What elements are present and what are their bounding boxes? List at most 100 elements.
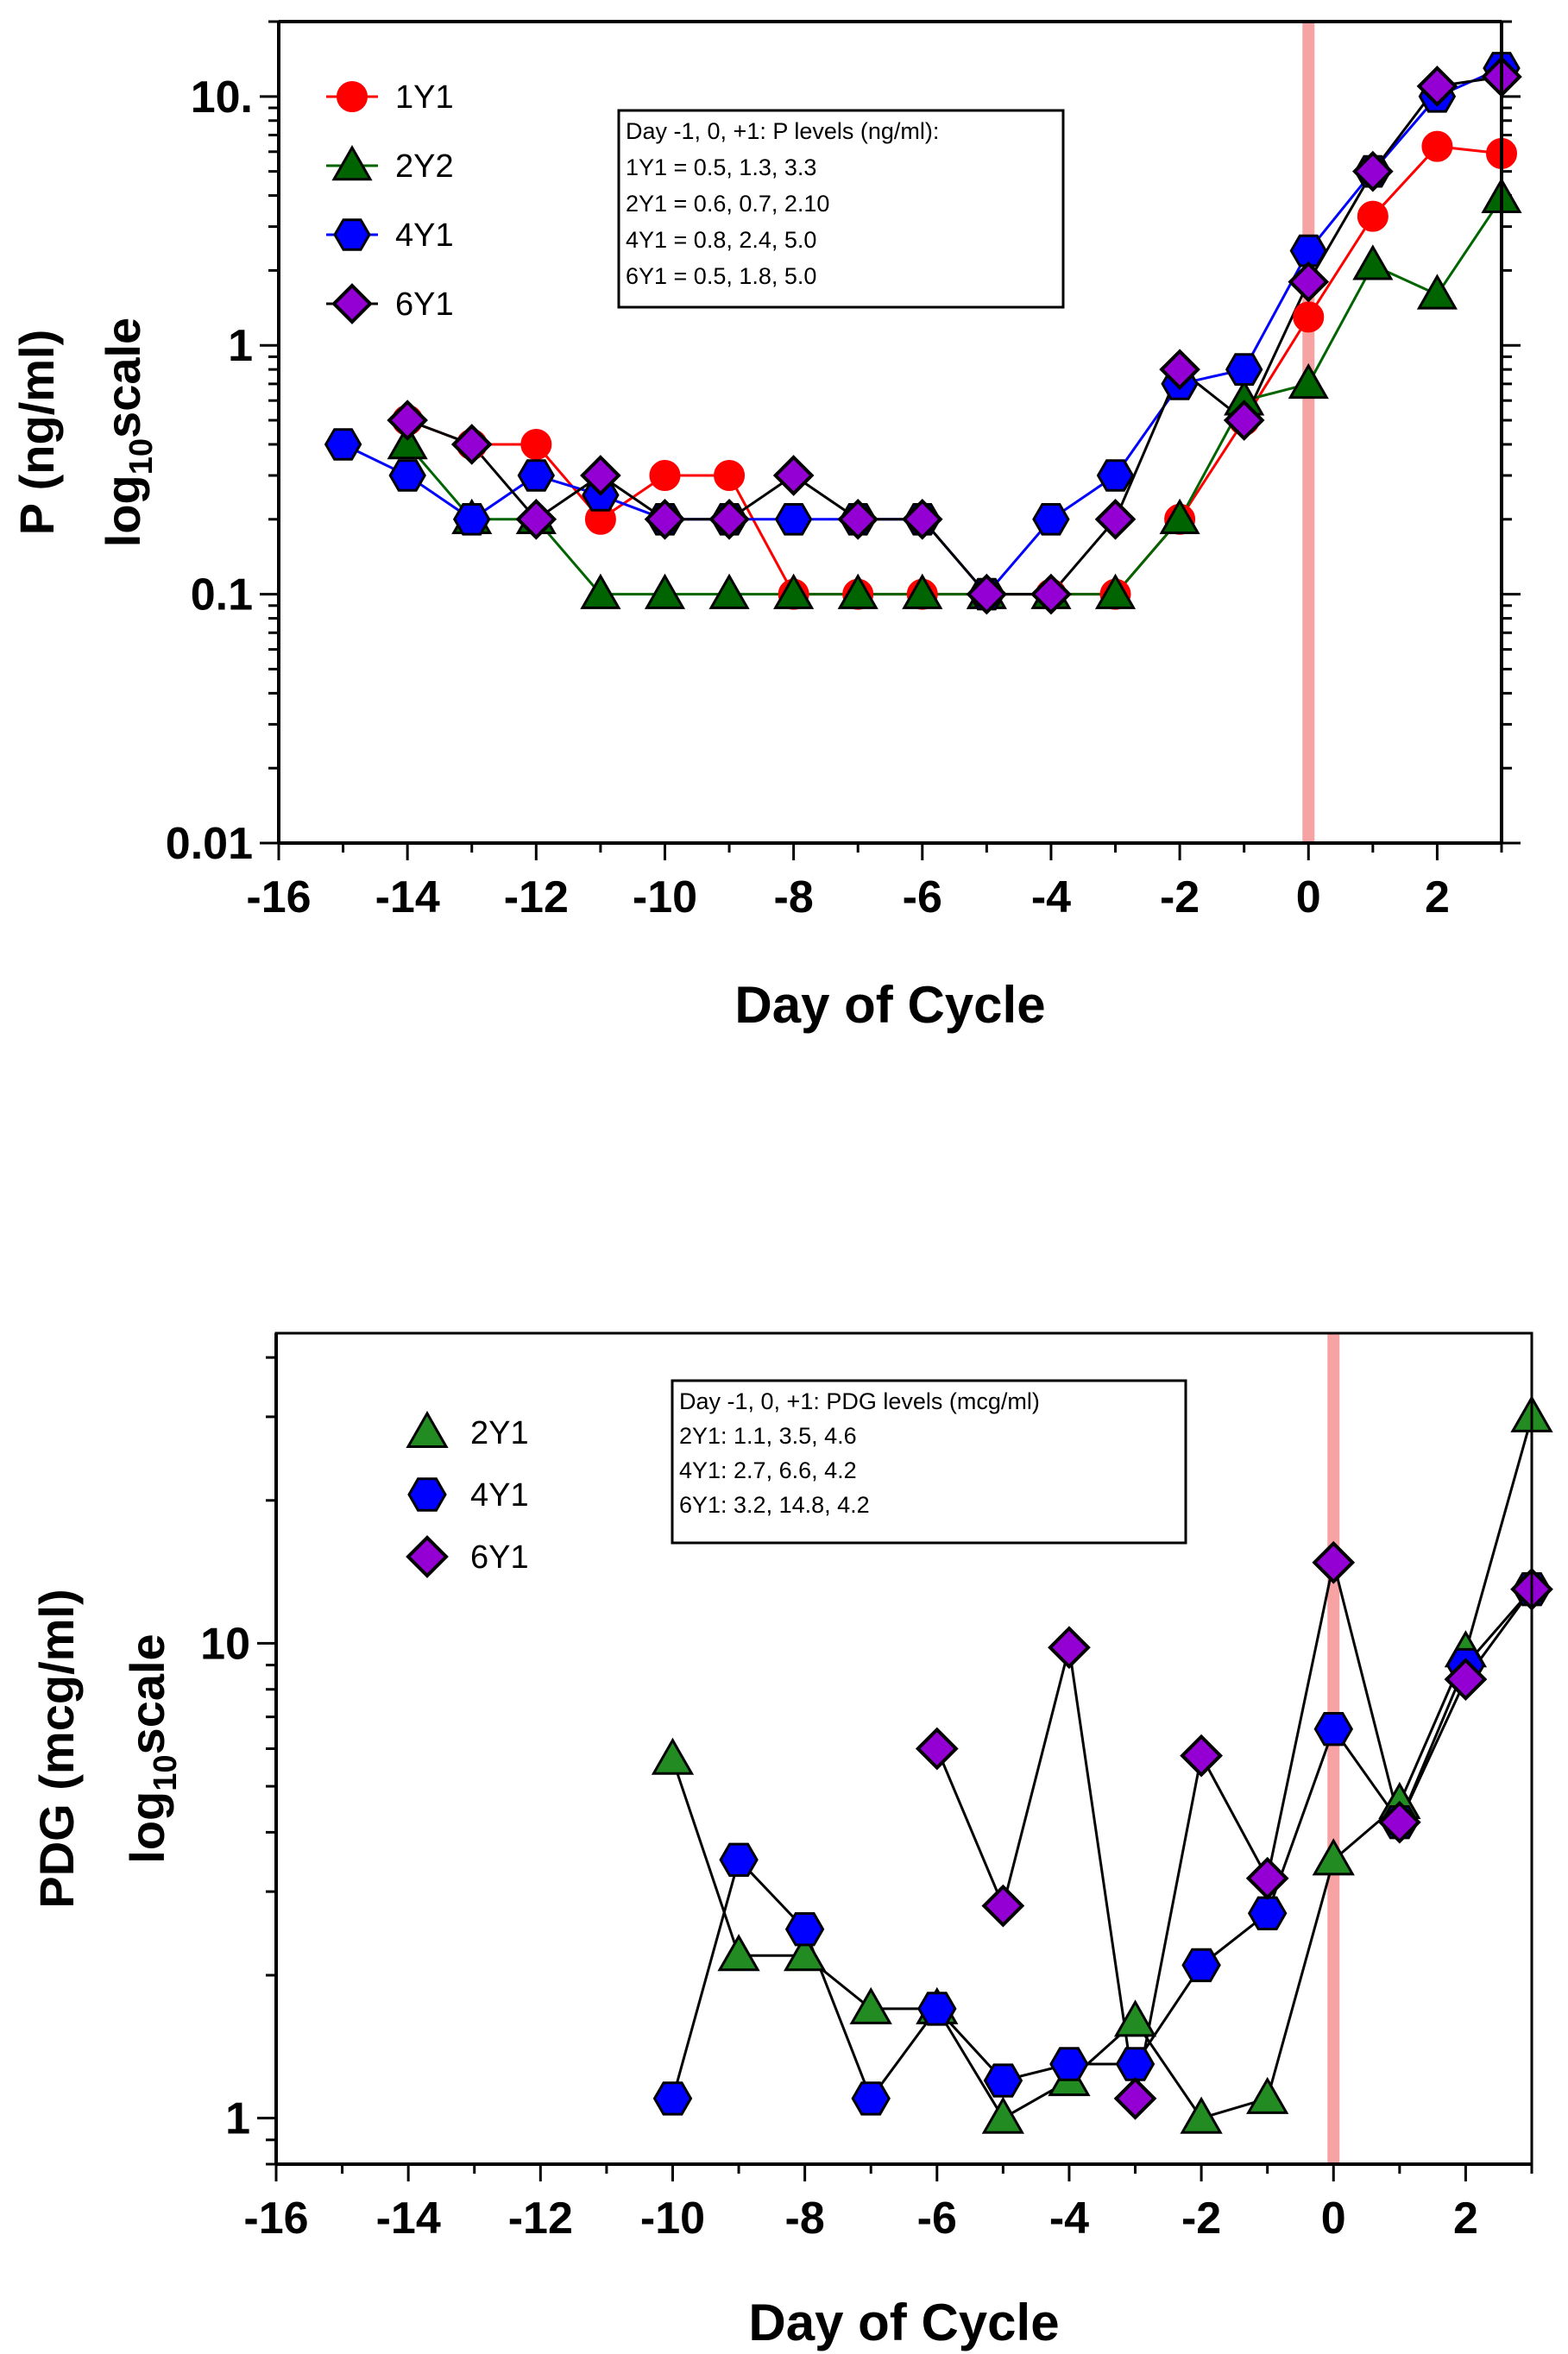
data-point <box>902 573 943 609</box>
data-point <box>1159 349 1200 390</box>
legend-label: 1Y1 <box>395 79 454 116</box>
legend-marker <box>333 218 371 251</box>
data-point <box>388 459 426 492</box>
annotation-line: 2Y1 = 0.6, 0.7, 2.10 <box>626 191 829 217</box>
data-point <box>1030 573 1072 615</box>
x-axis-title: Day of Cycle <box>748 2294 1059 2351</box>
data-point <box>1094 498 1137 540</box>
data-point <box>649 460 681 492</box>
annotation-box: Day -1, 0, +1: PDG levels (mcg/ml) 2Y1: 1… <box>671 1379 1187 1545</box>
data-point <box>1313 1712 1354 1747</box>
data-point <box>708 498 750 540</box>
plot-frame <box>274 1331 1533 2166</box>
data-point <box>1115 2047 1156 2081</box>
data-point <box>1223 400 1265 441</box>
series-line-4Y1 <box>671 1588 1533 2101</box>
x-tick-label: -12 <box>504 872 569 922</box>
x-tick-label: 2 <box>1453 2194 1478 2244</box>
x-tick-label: -10 <box>633 872 697 922</box>
data-point <box>580 573 621 609</box>
data-point <box>580 455 621 496</box>
x-tick-label: -8 <box>785 2194 825 2244</box>
legend-marker <box>406 1535 449 1578</box>
annotation-line: 1Y1 = 0.5, 1.3, 3.3 <box>626 154 816 180</box>
data-point <box>983 2063 1023 2098</box>
legend: 2Y1 4Y1 6Y1 <box>406 1410 529 1578</box>
data-point <box>387 423 428 460</box>
x-tick-label: -14 <box>376 2194 441 2244</box>
data-point <box>717 1934 760 1972</box>
x-tick-label: -10 <box>640 2194 705 2244</box>
data-point <box>1416 66 1458 107</box>
y-tick-label: 1 <box>228 321 253 371</box>
data-point <box>901 498 943 540</box>
x-tick-label: -8 <box>774 872 814 922</box>
data-point <box>708 573 750 609</box>
legend-marker <box>407 1477 447 1512</box>
data-point <box>1352 150 1394 192</box>
series-line-2Y2 <box>406 197 1503 596</box>
x-tick-label: -4 <box>1049 2194 1089 2244</box>
data-point <box>517 459 556 492</box>
data-point <box>1246 2076 1289 2114</box>
data-point <box>644 498 686 540</box>
x-tick-label: -6 <box>917 2194 957 2244</box>
y-tick-label: 1 <box>225 2094 250 2144</box>
data-point <box>719 1842 759 1877</box>
data-point <box>324 428 362 461</box>
y-tick-label: 0.01 <box>166 819 253 869</box>
data-point <box>387 400 428 441</box>
data-point <box>1357 200 1389 232</box>
annotation-frame <box>671 1379 1187 1545</box>
legend-marker <box>331 144 373 181</box>
data-point <box>837 498 879 540</box>
series-markers-6Y1 <box>915 1540 1553 2120</box>
x-tick-label: 0 <box>1296 872 1321 922</box>
data-point <box>783 1934 827 1972</box>
data-point <box>774 503 813 536</box>
x-tick-label: -12 <box>508 2194 573 2244</box>
data-point <box>851 2081 891 2116</box>
x-tick-label: -4 <box>1031 872 1071 922</box>
pdg-chart: -16 -14 -12 -10 -8 -6 -4 -2 0 2 1 10 Day of Cycle P… <box>29 1331 1553 2351</box>
data-point <box>1293 301 1325 333</box>
annotation-line: 2Y1: 1.1, 3.5, 4.6 <box>679 1423 857 1449</box>
data-point <box>981 1884 1025 1928</box>
data-point <box>450 424 493 465</box>
data-point <box>714 460 746 492</box>
legend-label: 4Y1 <box>395 217 454 254</box>
data-point <box>1421 130 1453 162</box>
legend-label: 2Y2 <box>395 148 454 185</box>
data-point <box>1048 1626 1091 1670</box>
data-point <box>652 2081 693 2116</box>
legend-label: 2Y1 <box>470 1415 529 1451</box>
data-point <box>1096 459 1135 492</box>
data-point <box>1444 1658 1488 1701</box>
legend-label: 6Y1 <box>395 286 454 323</box>
y-tick-label: 10 <box>200 1619 250 1669</box>
data-point <box>1113 2077 1157 2120</box>
data-point <box>1049 2047 1089 2081</box>
y-axis-title: PDG (mcg/ml) <box>29 1589 84 1908</box>
data-point <box>772 455 815 496</box>
data-point <box>1416 274 1458 310</box>
data-point <box>917 1992 957 2026</box>
legend-label: 6Y1 <box>470 1539 529 1576</box>
x-tick-label: -16 <box>243 2194 308 2244</box>
y-axis-scale-label: log10scale <box>96 318 160 547</box>
data-point <box>1377 1800 1421 1844</box>
x-axis-title: Day of Cycle <box>734 976 1045 1034</box>
data-point <box>1247 1896 1288 1930</box>
data-point <box>1159 498 1200 535</box>
data-point <box>1288 261 1330 303</box>
data-point <box>1180 1734 1223 1778</box>
annotation-line: Day -1, 0, +1: PDG levels (mcg/ml) <box>679 1388 1040 1414</box>
annotation-frame <box>617 109 1065 309</box>
data-point <box>966 573 1008 615</box>
x-tick-label: 2 <box>1425 872 1450 922</box>
data-point <box>644 573 686 609</box>
data-point <box>784 1912 825 1947</box>
data-point <box>1225 353 1263 386</box>
annotation-box: Day -1, 0, +1: P levels (ng/ml): 1Y1 = 0.… <box>617 109 1065 309</box>
